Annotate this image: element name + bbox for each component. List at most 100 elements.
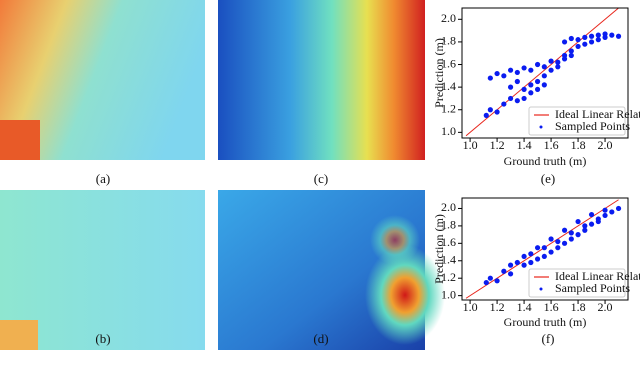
error-map bbox=[218, 0, 425, 160]
x-tick-label: 1.6 bbox=[544, 138, 559, 152]
point bbox=[568, 35, 574, 42]
point bbox=[561, 240, 568, 246]
point bbox=[555, 59, 561, 65]
point bbox=[568, 48, 574, 54]
point bbox=[514, 98, 520, 104]
error-hotspot bbox=[365, 245, 445, 345]
point bbox=[521, 86, 527, 92]
point bbox=[487, 107, 493, 113]
point bbox=[541, 64, 547, 70]
caption: (c) bbox=[314, 171, 328, 186]
y-tick-label: 1.4 bbox=[441, 253, 456, 267]
plot-frame bbox=[461, 7, 629, 139]
point bbox=[609, 209, 615, 215]
point bbox=[588, 39, 595, 45]
point bbox=[588, 211, 595, 218]
point bbox=[582, 223, 588, 229]
depth-image-region bbox=[0, 120, 40, 160]
x-tick-label: 1.0 bbox=[463, 138, 478, 152]
point bbox=[561, 39, 568, 45]
point bbox=[548, 67, 554, 73]
point bbox=[541, 245, 547, 251]
point bbox=[501, 73, 507, 79]
y-tick-label: 1.2 bbox=[441, 270, 456, 284]
y-tick-label: 2.0 bbox=[441, 11, 456, 25]
plot-frame bbox=[461, 197, 629, 301]
y-tick-label: 1.4 bbox=[441, 79, 456, 93]
point bbox=[575, 37, 581, 43]
x-axis-label: Ground truth (m) bbox=[504, 154, 587, 168]
point bbox=[521, 253, 527, 260]
y-axis-label: Prediction (m) bbox=[432, 214, 446, 284]
point bbox=[561, 56, 568, 62]
x-tick-label: 1.8 bbox=[571, 300, 586, 314]
point bbox=[615, 33, 622, 39]
point bbox=[494, 70, 500, 77]
point bbox=[609, 32, 615, 38]
point bbox=[521, 65, 527, 71]
caption: (a) bbox=[96, 171, 110, 186]
point bbox=[568, 230, 574, 236]
point bbox=[555, 64, 561, 70]
point bbox=[483, 112, 489, 118]
point bbox=[534, 256, 541, 262]
error-hotspot bbox=[370, 215, 420, 265]
point bbox=[555, 245, 561, 251]
point bbox=[568, 236, 574, 242]
y-tick-label: 2.0 bbox=[441, 200, 456, 214]
caption: (e) bbox=[541, 171, 555, 186]
point bbox=[548, 249, 554, 255]
point bbox=[582, 227, 588, 233]
point bbox=[575, 43, 581, 50]
point bbox=[575, 218, 581, 225]
y-tick-label: 1.6 bbox=[441, 56, 456, 70]
x-tick-label: 2.0 bbox=[598, 138, 613, 152]
legend-label: Sampled Points bbox=[555, 119, 630, 133]
point bbox=[487, 275, 493, 281]
point bbox=[595, 37, 601, 43]
x-tick-label: 1.4 bbox=[517, 138, 532, 152]
point bbox=[534, 245, 541, 251]
x-tick-label: 1.8 bbox=[571, 138, 586, 152]
point bbox=[595, 218, 601, 225]
depth-image-region bbox=[0, 320, 38, 350]
x-tick-label: 1.6 bbox=[544, 300, 559, 314]
point bbox=[602, 207, 608, 213]
x-tick-label: 1.2 bbox=[490, 138, 505, 152]
point bbox=[483, 279, 489, 286]
legend-swatch bbox=[539, 287, 543, 291]
point bbox=[541, 82, 547, 88]
y-tick-label: 1.8 bbox=[441, 218, 456, 232]
point bbox=[534, 86, 541, 92]
point bbox=[528, 82, 534, 88]
legend-label: Ideal Linear Relation bbox=[555, 107, 640, 121]
point bbox=[528, 259, 534, 266]
point bbox=[487, 75, 493, 81]
point bbox=[541, 253, 547, 260]
point bbox=[541, 73, 547, 79]
point bbox=[514, 78, 520, 85]
y-tick-label: 1.0 bbox=[441, 287, 456, 301]
y-tick-label: 1.2 bbox=[441, 101, 456, 115]
x-tick-label: 1.0 bbox=[463, 300, 478, 314]
point bbox=[507, 271, 514, 277]
ideal-line bbox=[465, 7, 619, 137]
point bbox=[514, 259, 520, 266]
point bbox=[501, 101, 507, 107]
y-axis-label: Prediction (m) bbox=[432, 38, 446, 108]
y-tick-label: 1.0 bbox=[441, 124, 456, 138]
point bbox=[501, 268, 507, 274]
y-tick-label: 1.6 bbox=[441, 235, 456, 249]
point bbox=[561, 227, 568, 233]
point bbox=[521, 262, 527, 268]
x-tick-label: 1.2 bbox=[490, 300, 505, 314]
point bbox=[507, 262, 514, 268]
point bbox=[534, 78, 541, 85]
legend-swatch bbox=[539, 125, 543, 129]
legend-label: Sampled Points bbox=[555, 281, 630, 295]
legend-box bbox=[528, 106, 626, 136]
point bbox=[528, 67, 534, 73]
x-axis-label: Ground truth (m) bbox=[504, 315, 587, 329]
point bbox=[507, 95, 514, 102]
